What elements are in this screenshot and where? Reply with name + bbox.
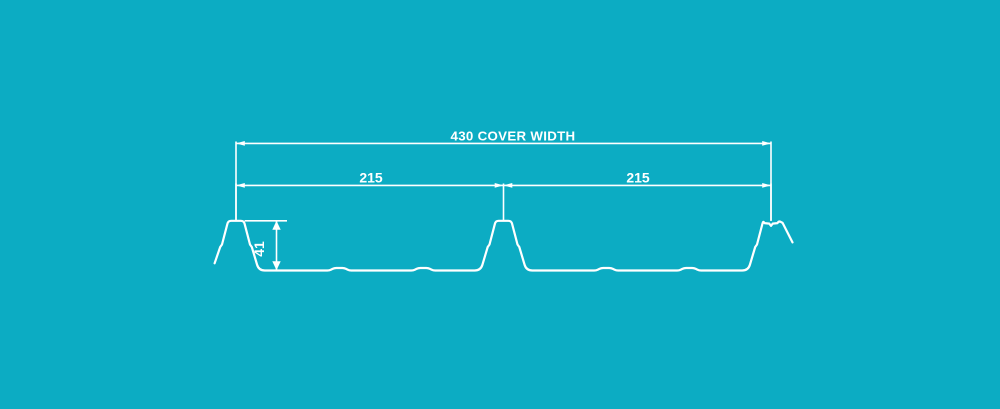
svg-text:41: 41 — [251, 241, 267, 257]
svg-text:430 COVER WIDTH: 430 COVER WIDTH — [451, 128, 576, 143]
svg-text:215: 215 — [626, 170, 650, 186]
svg-text:215: 215 — [359, 170, 383, 186]
